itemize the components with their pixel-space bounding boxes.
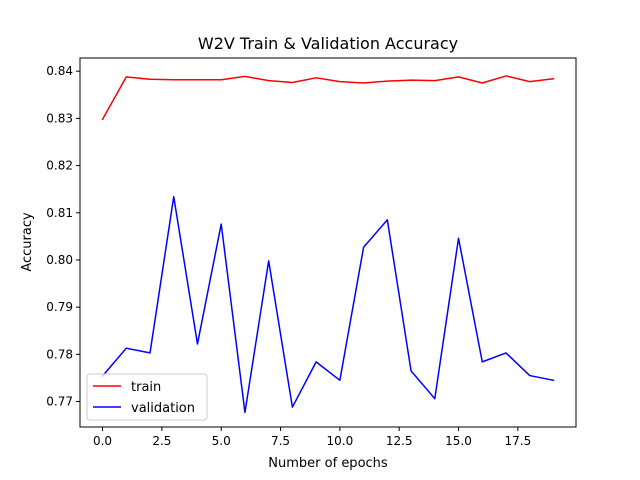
legend: train validation bbox=[86, 373, 208, 421]
axes-frame bbox=[79, 57, 577, 428]
series-line-validation bbox=[101, 195, 555, 414]
y-tick-label: 0.78 bbox=[46, 347, 73, 361]
y-axis: 0.77 0.78 0.79 0.80 0.81 0.82 0.83 0.84 bbox=[46, 64, 80, 409]
x-tick-label: 17.5 bbox=[504, 434, 531, 448]
y-tick-label: 0.80 bbox=[46, 253, 73, 267]
y-tick-label: 0.81 bbox=[46, 206, 73, 220]
x-axis: 0.0 2.5 5.0 7.5 10.0 12.5 15.0 17.5 bbox=[93, 427, 531, 448]
plot-area bbox=[101, 75, 555, 414]
x-tick-label: 5.0 bbox=[212, 434, 231, 448]
y-axis-label: Accuracy bbox=[20, 212, 35, 272]
x-axis-label: Number of epochs bbox=[268, 456, 388, 471]
x-tick-label: 7.5 bbox=[271, 434, 290, 448]
x-tick-label: 15.0 bbox=[445, 434, 472, 448]
x-tick-label: 10.0 bbox=[327, 434, 354, 448]
x-tick-label: 2.5 bbox=[152, 434, 171, 448]
legend-label-validation: validation bbox=[131, 401, 195, 416]
chart-title: W2V Train & Validation Accuracy bbox=[198, 34, 458, 53]
x-tick-label: 0.0 bbox=[93, 434, 112, 448]
y-tick-label: 0.77 bbox=[46, 395, 73, 409]
y-tick-label: 0.82 bbox=[46, 159, 73, 173]
y-tick-label: 0.84 bbox=[46, 64, 73, 78]
y-tick-label: 0.83 bbox=[46, 111, 73, 125]
series-line-train bbox=[101, 75, 555, 121]
x-tick-label: 12.5 bbox=[386, 434, 413, 448]
legend-label-train: train bbox=[131, 380, 161, 395]
y-tick-label: 0.79 bbox=[46, 300, 73, 314]
